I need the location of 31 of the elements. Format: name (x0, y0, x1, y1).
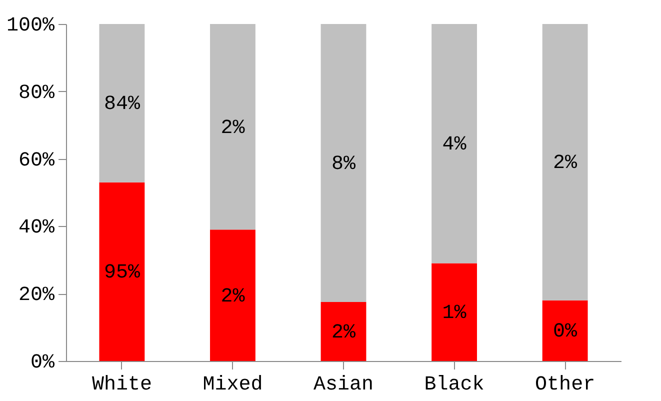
y-tick-label: 60% (18, 149, 56, 172)
bar (99, 24, 145, 182)
y-tick-label: 0% (30, 352, 56, 374)
y-tick-label: 80% (18, 82, 56, 105)
y-tick-label: 40% (18, 216, 56, 240)
annotation: 8% (331, 153, 356, 176)
x-tick-label: Asian (313, 374, 374, 396)
annotation: 1% (442, 302, 468, 326)
bar (99, 182, 145, 361)
annotation: 2% (553, 152, 578, 176)
bar (210, 230, 256, 361)
y-tick-label: 100% (6, 14, 56, 38)
x-tick-label: White (92, 374, 152, 396)
annotation: 4% (442, 134, 468, 157)
annotation: 95% (104, 262, 141, 285)
annotation: 0% (553, 320, 578, 344)
bar (542, 300, 588, 361)
bar (320, 302, 366, 361)
annotation: 2% (220, 116, 246, 140)
bar (542, 24, 588, 300)
bar (320, 24, 366, 302)
x-tick-label: Mixed (202, 374, 263, 396)
y-tick-label: 20% (18, 284, 56, 308)
bar (432, 263, 477, 361)
annotation: 2% (220, 285, 246, 308)
annotation: 84% (104, 93, 141, 116)
x-tick-label: Other (535, 374, 596, 396)
bar (432, 24, 477, 264)
bar (210, 24, 256, 230)
annotation: 2% (331, 322, 356, 345)
x-tick-label: Black (424, 374, 484, 396)
